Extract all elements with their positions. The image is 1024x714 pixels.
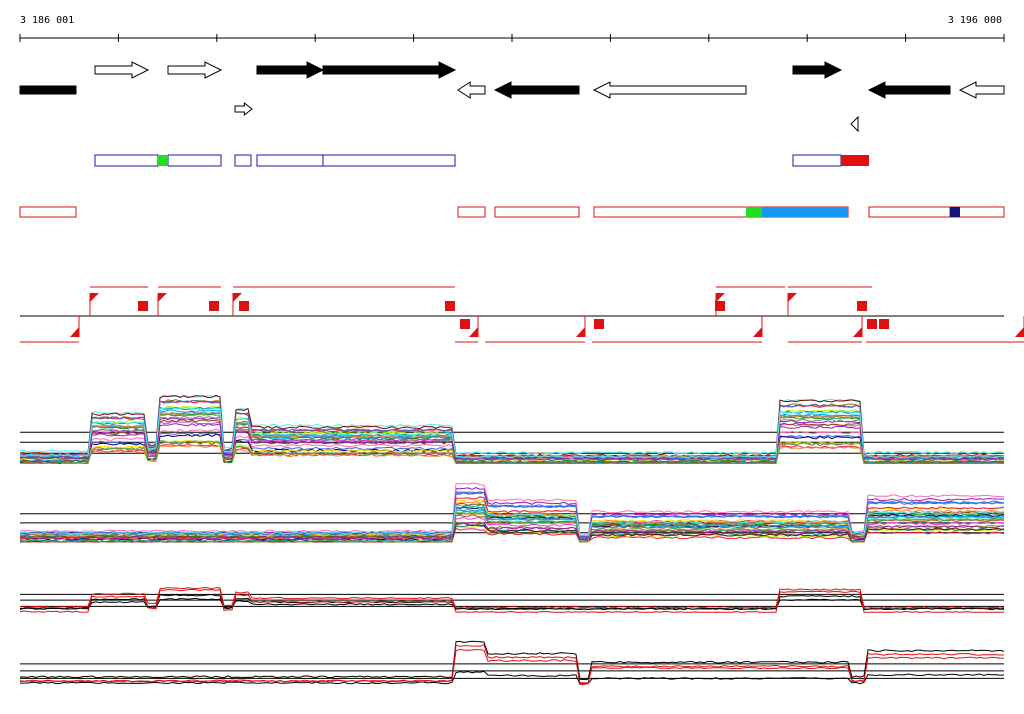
top-box-ktrB[interactable] (322, 154, 456, 167)
coordinate-ruler (19, 34, 1005, 42)
gene-arrow-lytG[interactable] (493, 81, 580, 99)
gene-arrow-ydaO-yuaA[interactable] (234, 101, 253, 117)
expression-line (19, 491, 1005, 539)
site-box[interactable] (158, 155, 168, 166)
expression-line (19, 648, 1005, 684)
d-marker[interactable] (867, 319, 877, 329)
gene-arrow-gbsA[interactable] (19, 85, 77, 95)
d-marker[interactable] (857, 301, 867, 311)
segment-track[interactable] (20, 286, 1024, 343)
gene-arrow-yuaB[interactable] (167, 61, 223, 79)
site-box[interactable] (950, 207, 960, 217)
expression-line (19, 504, 1005, 537)
expression-line (19, 406, 1005, 459)
up-segment-flag (716, 293, 725, 302)
small-gene-marker (850, 115, 859, 133)
track-minus-strand-tiling (19, 482, 1005, 543)
expression-line (19, 521, 1005, 541)
gene-annotation-track[interactable] (19, 61, 1005, 133)
up-segment-flag (233, 293, 242, 302)
bottom-box-gbsA[interactable] (19, 206, 77, 218)
expression-line (19, 509, 1005, 540)
transcript-box-track[interactable] (19, 154, 1005, 218)
expression-profile-tracks (19, 394, 1005, 686)
d-marker[interactable] (594, 319, 604, 329)
site-box[interactable] (762, 207, 848, 217)
track-plus-strand-average (19, 586, 1005, 613)
d-marker[interactable] (445, 301, 455, 311)
expression-line (19, 586, 1005, 609)
expression-line (20, 482, 1004, 537)
d-marker[interactable] (138, 301, 148, 311)
expression-line (20, 640, 1005, 681)
site-box[interactable] (746, 207, 762, 217)
track-plus-strand-tiling (19, 394, 1005, 464)
track-minus-strand-average (19, 640, 1005, 686)
start-coordinate: 3 186 001 (20, 15, 74, 26)
gene-arrow-yubF[interactable] (457, 81, 486, 99)
up-segment-flag (90, 293, 99, 302)
gene-arrow-ktrB[interactable] (322, 61, 457, 79)
expression-line (20, 440, 1004, 464)
bottom-box-yubF[interactable] (457, 206, 486, 218)
expression-line (19, 511, 1005, 543)
d-marker[interactable] (715, 301, 725, 311)
expression-line (19, 399, 1005, 459)
expression-line (19, 594, 1005, 610)
up-segment-flag (158, 293, 167, 302)
up-segment-flag (788, 293, 797, 302)
d-marker[interactable] (239, 301, 249, 311)
expression-line (19, 670, 1005, 686)
top-box-yuaB[interactable] (167, 154, 222, 167)
top-box-cdoA[interactable] (792, 154, 842, 167)
end-coordinate: 3 196 000 (948, 15, 1002, 26)
gene-arrow-uppP[interactable] (867, 81, 951, 99)
down-segment-flag (1015, 327, 1024, 337)
gene-arrow-yubA[interactable] (958, 81, 1005, 99)
top-box-ktrA[interactable] (256, 154, 324, 167)
gene-arrow-yuaC[interactable] (94, 61, 150, 79)
top-box-NA[interactable] (234, 154, 252, 167)
gene-arrow-cdoA[interactable] (792, 61, 843, 79)
bottom-box-uppP[interactable] (868, 206, 951, 218)
top-box-yuaC[interactable] (94, 154, 159, 167)
down-segment-flag (469, 327, 478, 337)
bottom-box-lytG[interactable] (494, 206, 580, 218)
d-marker[interactable] (460, 319, 470, 329)
expression-line (19, 524, 1005, 543)
down-segment-flag (70, 327, 79, 337)
expression-line (19, 394, 1005, 458)
gene-arrow-yubD[interactable] (592, 81, 747, 99)
gene-arrow-ktrA[interactable] (256, 61, 325, 79)
d-marker[interactable] (209, 301, 219, 311)
d-marker[interactable] (879, 319, 889, 329)
down-segment-flag (853, 327, 862, 337)
down-segment-flag (576, 327, 585, 337)
site-box[interactable] (841, 155, 869, 166)
down-segment-flag (753, 327, 762, 337)
expression-line (19, 588, 1004, 613)
